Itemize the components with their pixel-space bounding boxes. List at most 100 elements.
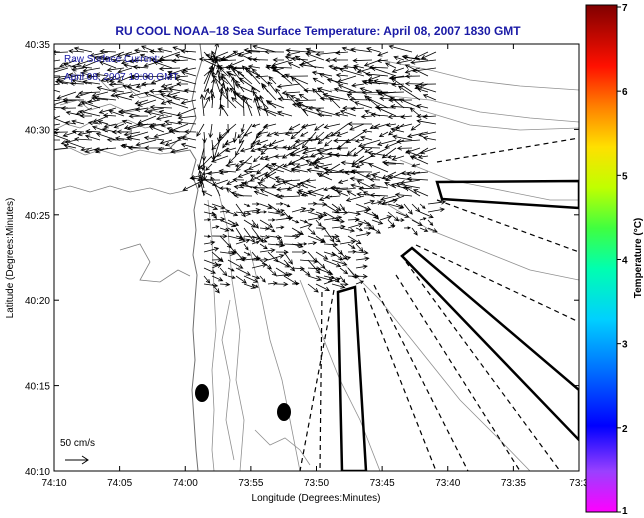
current-vector xyxy=(275,249,289,255)
current-vector xyxy=(359,87,373,93)
current-vector xyxy=(312,77,325,85)
current-vector xyxy=(283,203,291,208)
current-vector xyxy=(132,64,149,70)
current-vector xyxy=(109,75,125,82)
current-vector xyxy=(275,178,301,184)
current-vector xyxy=(300,187,325,197)
current-vector xyxy=(366,97,389,109)
current-vector xyxy=(290,167,309,173)
current-vector xyxy=(251,123,261,128)
current-vector xyxy=(275,215,294,221)
current-vector xyxy=(346,93,357,101)
current-vector xyxy=(373,79,397,85)
current-vector xyxy=(120,59,133,65)
current-vector xyxy=(299,207,316,213)
current-vector xyxy=(339,282,349,287)
current-vector xyxy=(211,275,224,282)
current-vector xyxy=(235,139,245,157)
current-vector xyxy=(177,115,197,120)
current-vector xyxy=(347,217,360,222)
current-vector xyxy=(322,166,341,173)
current-vector xyxy=(336,191,349,197)
current-vector xyxy=(323,123,341,129)
current-vector xyxy=(211,71,221,93)
current-vector xyxy=(143,59,165,68)
current-vector xyxy=(68,48,85,54)
current-vector xyxy=(86,74,101,79)
current-vector xyxy=(157,146,173,152)
current-vector xyxy=(54,131,61,134)
current-vector xyxy=(395,203,405,208)
current-vector xyxy=(219,91,237,109)
current-vector xyxy=(140,45,157,53)
current-vector xyxy=(180,70,197,77)
current-vector xyxy=(404,67,421,74)
current-vector xyxy=(198,169,205,189)
current-vector xyxy=(219,227,230,232)
current-vector xyxy=(99,49,117,54)
current-vector xyxy=(333,138,357,143)
current-vector xyxy=(387,225,396,229)
current-vector xyxy=(113,123,125,129)
current-vector xyxy=(143,107,165,114)
current-vector xyxy=(243,251,251,256)
current-vector xyxy=(403,55,429,61)
current-vector xyxy=(291,207,307,213)
current-vector xyxy=(326,78,349,85)
current-vector xyxy=(281,180,301,189)
current-vector xyxy=(106,137,125,143)
current-vector xyxy=(235,203,246,218)
current-vector xyxy=(323,251,337,257)
current-vector xyxy=(181,135,197,141)
current-vector xyxy=(418,131,437,138)
current-vector xyxy=(235,251,245,262)
current-vector xyxy=(243,179,253,185)
current-vector xyxy=(376,139,397,147)
current-vector xyxy=(203,87,210,101)
map-area xyxy=(54,44,579,471)
current-vector xyxy=(275,267,289,277)
current-vector xyxy=(315,108,341,117)
current-vector xyxy=(349,123,365,131)
colorbar-tick-label: 2 xyxy=(622,424,628,435)
current-vector xyxy=(237,171,253,178)
current-vector xyxy=(108,82,125,87)
current-vector xyxy=(313,163,333,170)
current-vector xyxy=(346,190,357,197)
current-vector xyxy=(59,59,77,68)
current-vector xyxy=(416,113,429,119)
current-vector xyxy=(126,136,141,141)
current-vector xyxy=(251,86,261,109)
current-vector xyxy=(307,211,324,218)
current-vector xyxy=(252,202,261,206)
current-vector xyxy=(219,219,237,228)
current-vector xyxy=(347,235,362,245)
current-vector xyxy=(128,113,149,119)
current-vector xyxy=(291,102,317,109)
current-vector xyxy=(273,131,293,137)
current-vector xyxy=(235,256,247,262)
current-vector xyxy=(352,66,373,77)
current-vector xyxy=(208,123,214,139)
current-vector xyxy=(419,203,426,210)
current-vector xyxy=(300,131,309,137)
current-vector xyxy=(162,83,181,91)
current-vector xyxy=(238,160,253,165)
current-vector xyxy=(275,209,285,213)
current-vector xyxy=(411,227,418,236)
current-vector xyxy=(211,44,220,69)
current-vector xyxy=(54,147,69,150)
current-vector xyxy=(211,203,226,210)
y-tick-label: 40:10 xyxy=(25,467,50,478)
current-vector xyxy=(377,51,389,57)
x-tick-label: 73:55 xyxy=(238,478,263,489)
current-vector xyxy=(410,123,421,131)
current-vector xyxy=(199,93,205,117)
current-vector xyxy=(257,182,269,189)
colorbar-ticks: 7 6 5 4 3 2 1 xyxy=(617,3,628,517)
current-vector xyxy=(399,179,421,185)
current-vector xyxy=(71,129,85,134)
current-vector xyxy=(106,67,125,72)
current-vector xyxy=(275,225,285,230)
